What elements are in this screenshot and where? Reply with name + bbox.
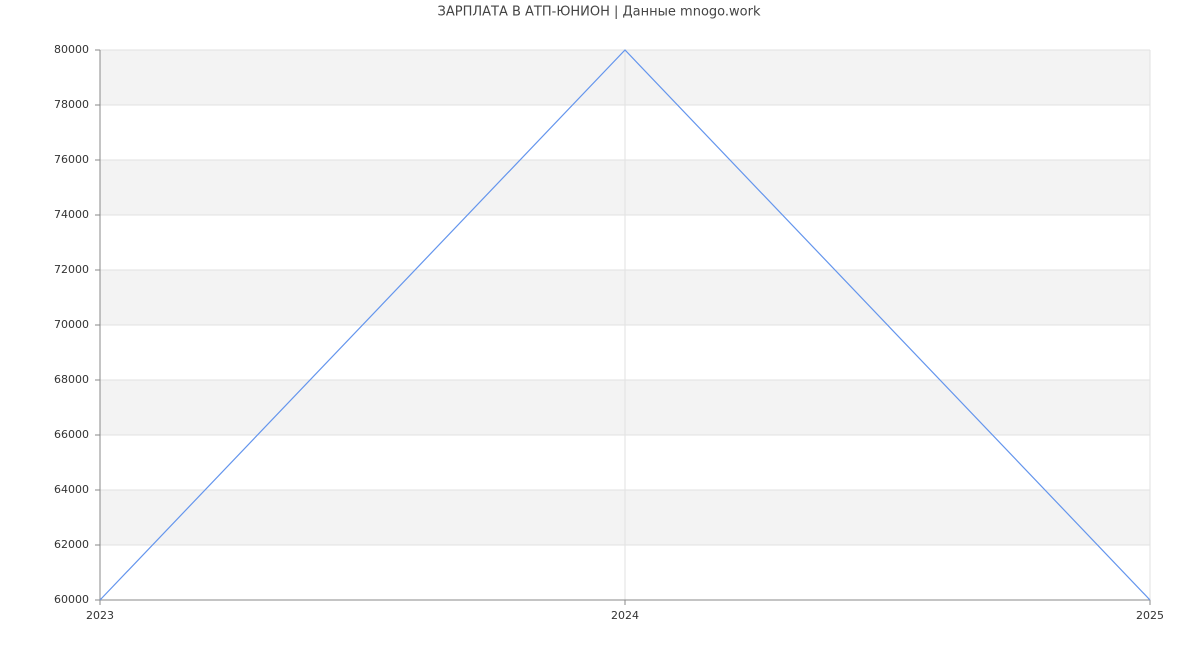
x-tick-label: 2025 [1136, 609, 1164, 622]
y-tick-label: 80000 [54, 43, 89, 56]
y-tick-label: 68000 [54, 373, 89, 386]
y-tick-label: 62000 [54, 538, 89, 551]
y-tick-label: 60000 [54, 593, 89, 606]
x-tick-label: 2024 [611, 609, 639, 622]
y-tick-label: 70000 [54, 318, 89, 331]
y-tick-label: 78000 [54, 98, 89, 111]
y-tick-label: 64000 [54, 483, 89, 496]
y-tick-label: 74000 [54, 208, 89, 221]
y-tick-label: 66000 [54, 428, 89, 441]
y-tick-label: 76000 [54, 153, 89, 166]
line [99, 49, 1151, 601]
y-tick-label: 72000 [54, 263, 89, 276]
chart-title: ЗАРПЛАТА В АТП-ЮНИОН | Данные mnogo.work [438, 5, 761, 20]
x-tick-label: 2023 [86, 609, 114, 622]
